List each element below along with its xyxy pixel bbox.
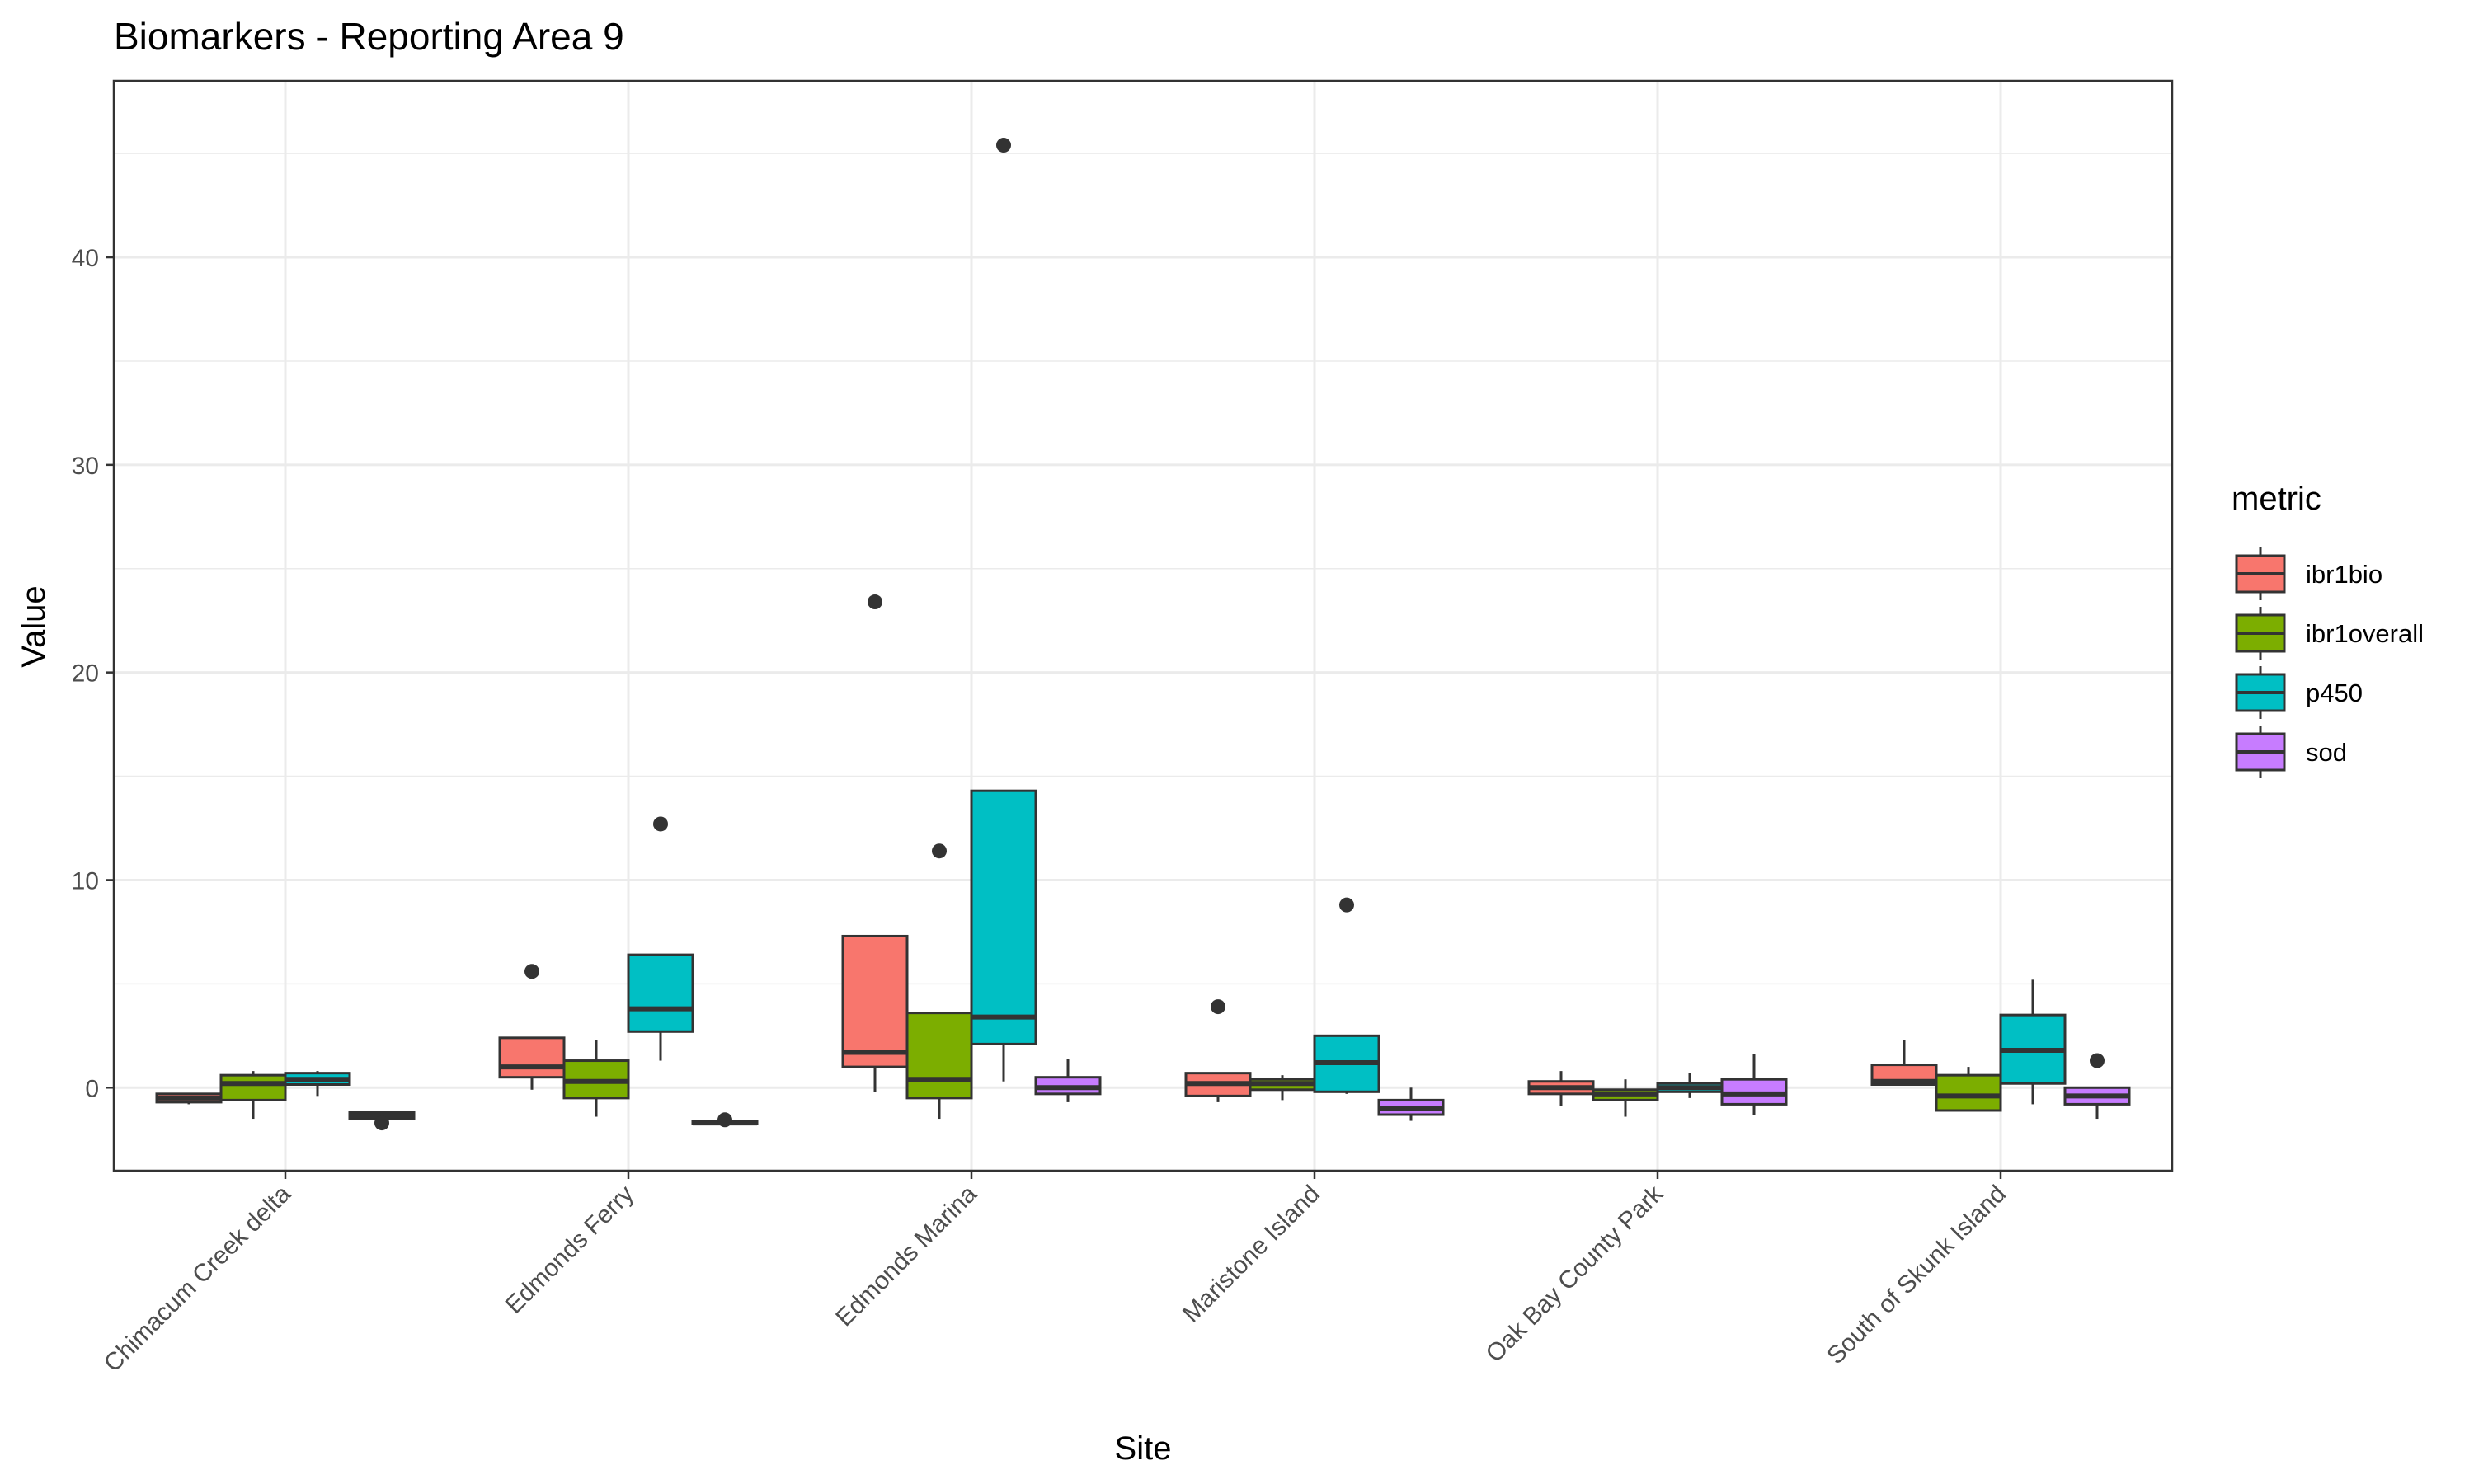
outlier-point: [996, 138, 1011, 153]
boxplot-ibr1overall: [562, 1040, 630, 1117]
chart-title: Biomarkers - Reporting Area 9: [114, 15, 624, 58]
y-tick-label: 10: [72, 867, 99, 895]
panel-border: [112, 79, 2174, 1172]
y-tick-label: 20: [72, 660, 99, 688]
x-tick-label: Maristone Island: [1178, 1181, 1325, 1328]
y-axis-ticks: 0 10 20 30 40: [72, 245, 114, 1102]
outlier-point: [524, 964, 539, 979]
legend-item-ibr1overall: ibr1overall: [2235, 607, 2424, 660]
boxplot-ibr1bio: [155, 1092, 223, 1105]
outlier-point: [653, 816, 668, 832]
outlier-point: [1211, 999, 1225, 1015]
boxplot-ibr1bio: [498, 964, 566, 1090]
outlier-point: [717, 1112, 732, 1128]
boxplot-sod: [1377, 1087, 1445, 1121]
outlier-point: [1339, 897, 1354, 913]
x-tick-label: South of Skunk Island: [1822, 1181, 2011, 1370]
boxplot-sod: [1720, 1054, 1788, 1115]
outlier-point: [374, 1115, 389, 1131]
plot-panel: [114, 81, 2172, 1171]
box-body: [841, 934, 909, 1068]
outlier-point: [932, 843, 947, 859]
y-tick-label: 40: [72, 245, 99, 272]
x-tick-label: Edmonds Marina: [830, 1180, 982, 1331]
boxplot-ibr1overall: [1935, 1067, 2002, 1112]
boxplots: [155, 138, 2131, 1131]
legend-label: ibr1overall: [2306, 619, 2424, 648]
x-tick-label: Chimacum Creek delta: [99, 1180, 296, 1377]
legend-item-ibr1bio: ibr1bio: [2235, 547, 2382, 600]
boxplot-sod: [1034, 1059, 1102, 1102]
y-axis-title: Value: [16, 585, 52, 667]
box-body: [219, 1073, 287, 1101]
legend-item-p450: p450: [2235, 666, 2363, 719]
plot-background: [114, 81, 2172, 1171]
boxplot-ibr1overall: [1592, 1079, 1659, 1117]
boxplot-p450: [1313, 897, 1380, 1094]
boxplot-p450: [970, 138, 1037, 1082]
legend-label: p450: [2306, 679, 2363, 707]
y-tick-label: 30: [72, 453, 99, 480]
legend-title: metric: [2232, 481, 2321, 517]
boxplot-p450: [284, 1071, 351, 1097]
boxplot-p450: [1999, 979, 2067, 1105]
legend: metric ibr1bio ibr1overall p450 sod: [2232, 481, 2424, 778]
plot-frame: [112, 79, 2174, 1172]
boxplot-sod: [2063, 1053, 2131, 1120]
boxplot-ibr1bio: [841, 594, 909, 1092]
x-axis-title: Site: [1115, 1430, 1172, 1467]
boxplot-sod: [691, 1112, 759, 1128]
legend-item-sod: sod: [2235, 726, 2347, 778]
x-tick-label: Oak Bay County Park: [1481, 1180, 1669, 1368]
boxplot-p450: [627, 816, 694, 1061]
box-body: [905, 1012, 973, 1100]
legend-label: ibr1bio: [2306, 560, 2382, 589]
boxplot-sod: [348, 1111, 416, 1131]
box-body: [498, 1036, 566, 1079]
box-body: [1935, 1073, 2002, 1112]
boxplot-ibr1bio: [1870, 1040, 1938, 1086]
boxplot-ibr1bio: [1527, 1071, 1595, 1106]
y-tick-label: 0: [85, 1075, 99, 1102]
box-body: [970, 789, 1037, 1045]
boxplot-ibr1overall: [905, 843, 973, 1120]
box-body: [627, 953, 694, 1033]
x-tick-label: Edmonds Ferry: [501, 1181, 639, 1319]
outlier-point: [868, 594, 882, 610]
outlier-point: [2090, 1053, 2105, 1068]
x-axis-ticks: Chimacum Creek delta Edmonds Ferry Edmonds…: [99, 1171, 2011, 1378]
boxplot-ibr1overall: [219, 1071, 287, 1120]
legend-label: sod: [2306, 738, 2347, 767]
